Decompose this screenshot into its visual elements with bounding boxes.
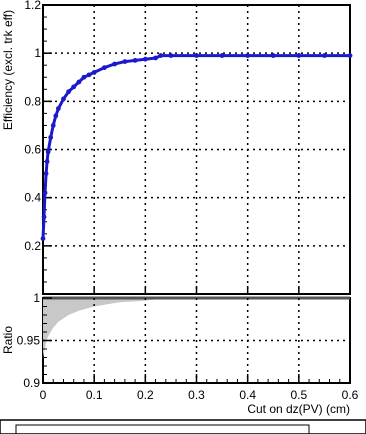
lower-overlay-box [0,419,366,434]
efficiency-point [55,106,61,111]
efficiency-point [122,59,128,64]
efficiency-point [102,65,107,71]
efficiency-point [142,56,148,62]
efficiency-point [168,53,174,58]
efficiency-point [347,53,353,58]
lower-overlay-frame [0,419,366,434]
efficiency-point [42,190,48,196]
efficiency-point [66,89,71,95]
efficiency-point [245,53,251,58]
efficiency-y-tick-label: 0.2 [24,239,41,253]
ratio-x-ticks: 0 0.1 0.2 0.3 0.4 0.5 0.6 [40,374,359,402]
efficiency-y-tick-label: 1 [34,46,41,60]
efficiency-point [86,72,92,78]
efficiency-y-axis-title: Efficiency (excl. trk eff) [1,10,15,130]
ratio-y-tick-label: 0.95 [17,334,41,348]
efficiency-point [132,57,138,63]
efficiency-grid [43,5,350,294]
efficiency-y-tick-label: 0.6 [24,143,41,157]
ratio-grid [43,298,350,383]
efficiency-point [158,53,164,58]
efficiency-point [50,123,56,128]
efficiency-point [48,135,54,140]
ratio-x-tick-label: 0.2 [137,388,154,402]
ratio-x-tick-label: 0 [40,388,47,402]
ratio-uncertainty-band [43,298,350,358]
efficiency-point [91,70,97,75]
ratio-panel: 0.9 0.95 1 0 0.1 0.2 0.3 0.4 0.5 0.6 Ratio Cut o… [1,291,359,416]
efficiency-point [112,61,118,67]
ratio-y-axis-title: Ratio [1,326,15,354]
efficiency-point [296,53,302,58]
efficiency-y-tick-label: 0.4 [24,191,41,205]
efficiency-point [270,53,276,58]
efficiency-point [45,149,51,155]
efficiency-point [61,96,66,102]
efficiency-point [76,79,82,85]
efficiency-y-tick-label: 1.2 [24,0,41,12]
efficiency-panel: 0.2 0.4 0.6 0.8 1 1.2 Efficiency (excl. trk e… [1,0,353,295]
efficiency-point [41,214,47,220]
efficiency-point [219,53,225,58]
efficiency-point [81,74,87,80]
ratio-x-tick-label: 0.6 [342,388,359,402]
ratio-x-tick-label: 0.3 [188,388,205,402]
efficiency-point [194,53,199,58]
ratio-series [43,296,350,358]
efficiency-point [43,171,49,176]
efficiency-point [153,55,158,61]
ratio-y-tick-label: 0.9 [23,376,40,390]
efficiency-point [322,53,327,58]
ratio-x-tick-label: 0.4 [239,388,256,402]
efficiency-curve [41,54,350,239]
ratio-x-tick-label: 0.5 [290,388,307,402]
x-axis-title: Cut on dz(PV) (cm) [247,402,350,416]
efficiency-series [40,53,353,242]
efficiency-point [44,159,50,164]
efficiency-point [71,84,77,90]
efficiency-y-ticks: 0.2 0.4 0.6 0.8 1 1.2 [24,0,351,295]
efficiency-point [40,236,46,242]
efficiency-point [53,113,59,119]
lower-overlay-inner-box [15,424,310,434]
ratio-x-tick-label: 0.1 [86,388,103,402]
ratio-y-tick-label: 1 [33,291,40,305]
efficiency-y-tick-label: 0.8 [24,94,41,108]
